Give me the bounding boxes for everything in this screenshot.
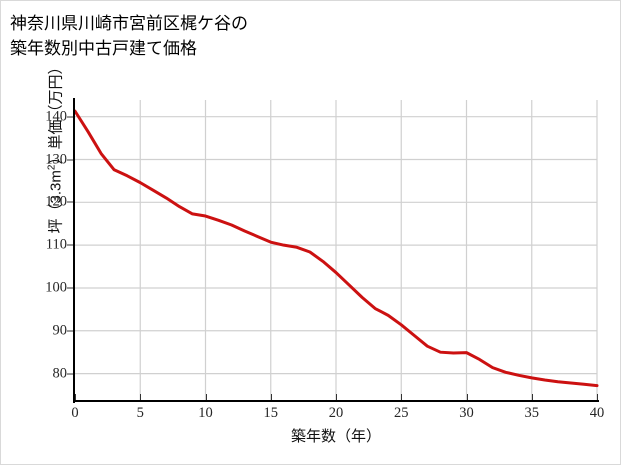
x-tick-mark <box>336 394 337 400</box>
y-tick-label: 110 <box>45 236 67 253</box>
x-tick-label: 0 <box>71 405 79 421</box>
y-label-exponent: 2 <box>46 164 58 171</box>
x-tick-label: 30 <box>459 405 474 421</box>
y-tick-label: 140 <box>45 108 67 125</box>
x-tick-mark <box>401 394 403 400</box>
x-tick-mark <box>205 394 207 400</box>
x-axis-label: 築年数（年） <box>290 428 381 445</box>
x-tick-label: 35 <box>524 405 540 421</box>
x-tick-mark <box>270 394 272 400</box>
x-tick-mark <box>531 394 533 400</box>
grid-lines <box>75 100 598 401</box>
y-axis-label: 坪（3.3m2）単価（万円） <box>46 59 65 234</box>
x-tick-label: 20 <box>328 405 344 421</box>
y-tick-label: 120 <box>45 193 67 210</box>
y-axis-spine <box>73 98 75 403</box>
y-tick-label: 90 <box>52 322 68 339</box>
y-tick-mark <box>67 373 73 375</box>
y-label-unit: m <box>47 170 65 183</box>
y-tick-mark <box>67 116 73 118</box>
y-tick-mark <box>67 244 73 246</box>
series-line <box>73 109 599 388</box>
x-tick-mark <box>597 394 598 400</box>
y-tick-mark <box>67 159 73 160</box>
x-tick-label: 5 <box>136 405 144 421</box>
y-tick-label: 80 <box>52 365 68 382</box>
x-tick-mark <box>466 394 468 400</box>
data-line-series <box>73 109 599 388</box>
x-axis-spine <box>73 400 599 402</box>
x-tick-label: 10 <box>198 405 213 421</box>
plot-area <box>73 100 599 401</box>
x-tick-mark <box>75 394 76 400</box>
x-tick-label: 25 <box>394 405 409 421</box>
y-tick-label: 130 <box>45 151 67 167</box>
y-tick-mark <box>67 330 73 332</box>
chart-title: 神奈川県川崎市宮前区梶ケ谷の 築年数別中古戸建て価格 <box>10 14 248 58</box>
y-tick-mark <box>67 201 73 203</box>
y-axis-tick-labels: 80 90 100 110 120 130 140 <box>1 1 67 466</box>
x-tick-label: 15 <box>263 405 279 421</box>
x-tick-label: 40 <box>589 405 605 421</box>
y-tick-label: 100 <box>45 279 67 296</box>
x-tick-mark <box>140 394 142 400</box>
y-tick-mark <box>67 287 73 289</box>
